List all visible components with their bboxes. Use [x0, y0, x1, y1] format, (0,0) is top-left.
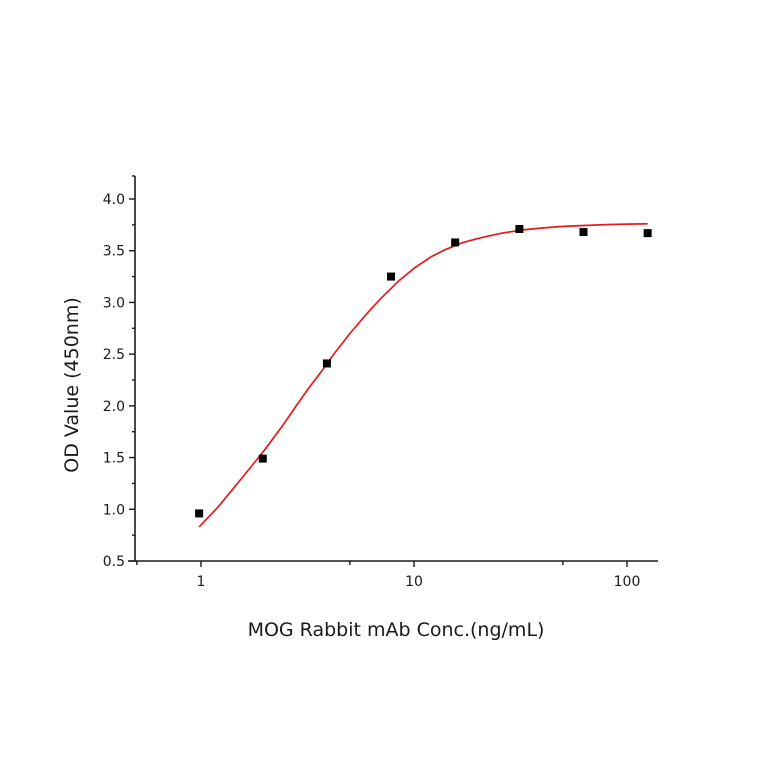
y-tick-label: 2.0	[103, 399, 125, 415]
data-point-marker	[322, 359, 331, 368]
data-point-marker	[195, 509, 204, 518]
x-axis-title: MOG Rabbit mAb Conc.(ng/mL)	[248, 619, 545, 641]
y-tick-label: 1.5	[103, 451, 125, 467]
data-point-marker	[258, 454, 267, 463]
x-axis: 1 10 100	[128, 560, 658, 590]
y-axis-title: OD Value (450nm)	[61, 297, 83, 472]
data-point-marker	[451, 238, 460, 247]
fit-curve	[198, 222, 648, 528]
x-tick-label: 100	[614, 574, 641, 590]
y-tick-label: 4.0	[103, 192, 125, 208]
y-tick-label: 1.0	[103, 502, 125, 518]
y-axis: 0.5 1.0 1.5 2.0 2.5 3.0 3.5 4.0	[103, 175, 136, 570]
y-tick-label: 2.5	[103, 347, 125, 363]
x-tick-label: 10	[405, 574, 423, 590]
data-point-marker	[579, 228, 588, 237]
plot-area	[195, 222, 652, 528]
data-points	[195, 224, 652, 518]
data-point-marker	[387, 272, 396, 281]
y-tick-label: 3.5	[103, 244, 125, 260]
data-point-marker	[643, 229, 652, 238]
y-tick-label: 0.5	[103, 554, 125, 570]
y-tick-label: 3.0	[103, 295, 125, 311]
x-tick-label: 1	[197, 574, 206, 590]
data-point-marker	[515, 224, 524, 233]
